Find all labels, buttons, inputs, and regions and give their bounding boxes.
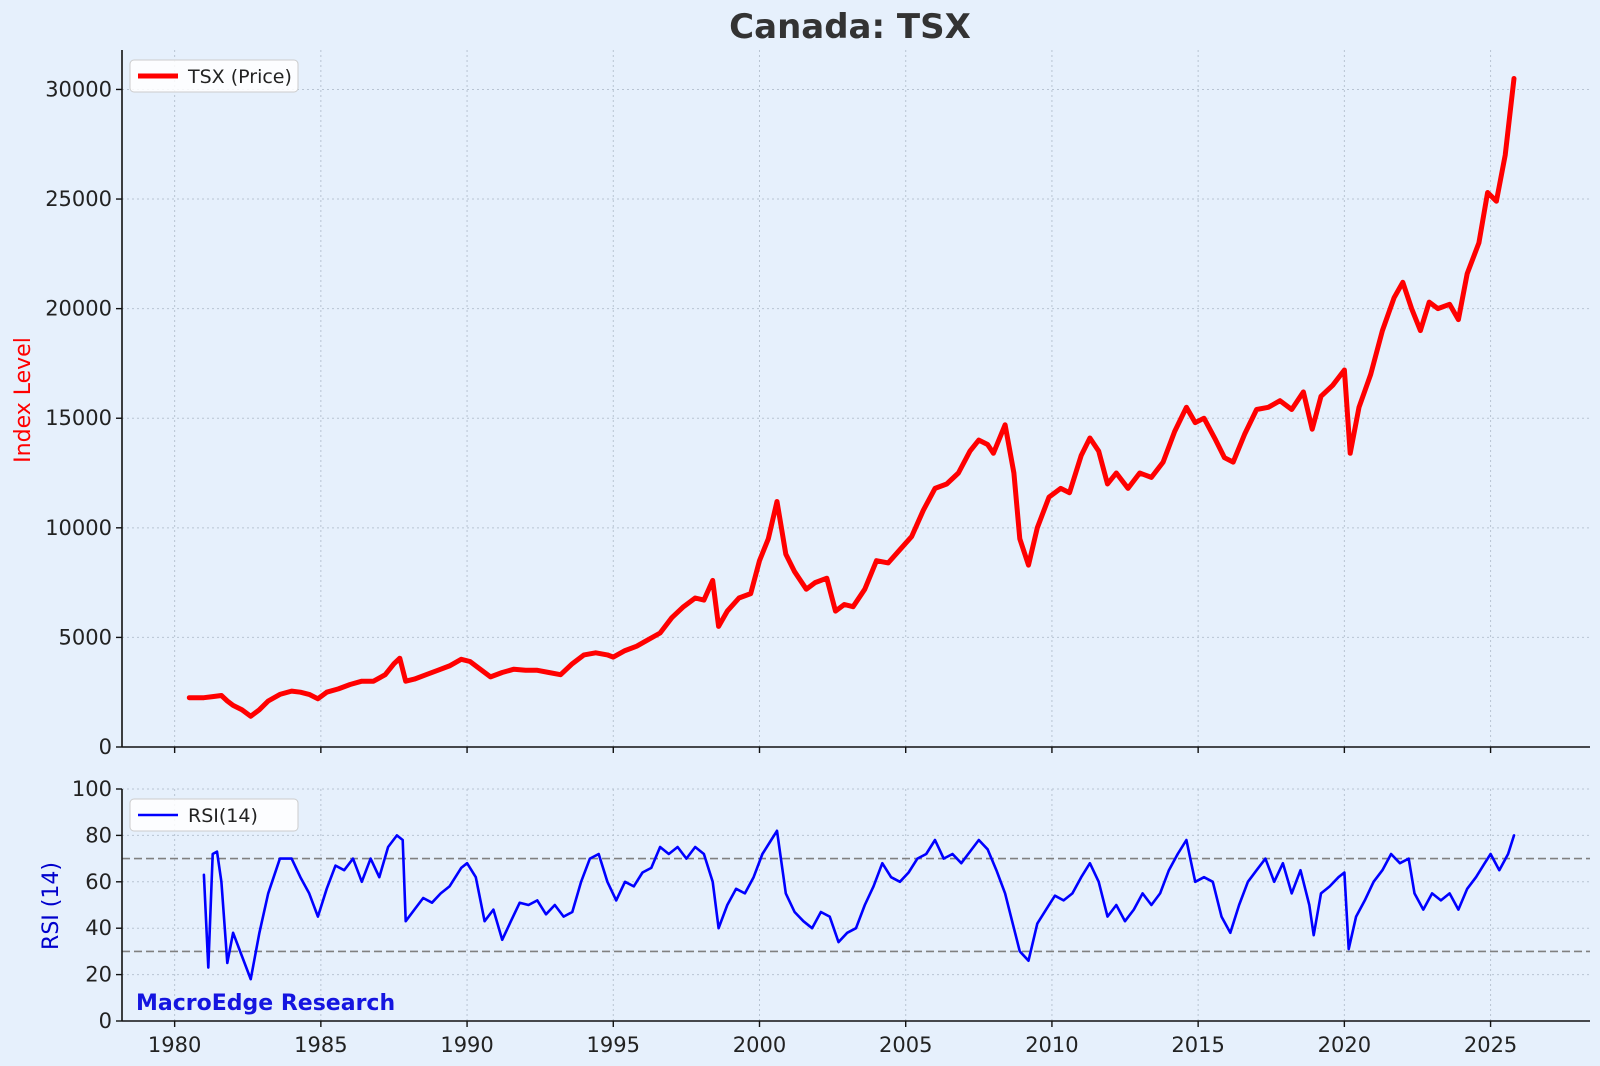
rsi-legend-label: RSI(14) bbox=[188, 805, 258, 827]
watermark-text: MacroEdge Research bbox=[136, 991, 395, 1016]
rsi-y-tick-label: 0 bbox=[99, 1009, 112, 1033]
rsi-y-axis-label: RSI (14) bbox=[39, 862, 64, 950]
rsi-y-tick-label: 100 bbox=[72, 777, 112, 801]
rsi-x-tick-label: 2010 bbox=[1025, 1033, 1078, 1057]
price-y-tick-label: 20000 bbox=[45, 297, 112, 321]
rsi-y-tick-label: 80 bbox=[85, 823, 112, 847]
rsi-x-tick-label: 2005 bbox=[879, 1033, 932, 1057]
rsi-x-tick-label: 2000 bbox=[733, 1033, 786, 1057]
price-panel: 0 5000 10000 15000 20000 25000 30000 TSX (Price… bbox=[45, 50, 1590, 759]
rsi-panel: 0 20 40 60 80 100 1980 1985 1990 1995 2000 2005 2010… bbox=[72, 777, 1590, 1057]
price-y-tick-label: 0 bbox=[99, 735, 112, 759]
price-y-tick-label: 15000 bbox=[45, 406, 112, 430]
price-y-tick-label: 10000 bbox=[45, 516, 112, 540]
rsi-series-line bbox=[202, 829, 1516, 981]
rsi-x-tick-label: 1995 bbox=[587, 1033, 640, 1057]
price-y-axis-label: Index Level bbox=[11, 337, 36, 463]
price-y-tick-label: 5000 bbox=[59, 625, 112, 649]
rsi-y-tick-label: 20 bbox=[85, 963, 112, 987]
rsi-y-tick-label: 40 bbox=[85, 916, 112, 940]
chart-title: Canada: TSX bbox=[729, 7, 971, 47]
rsi-x-tick-label: 1990 bbox=[440, 1033, 493, 1057]
price-y-tick-label: 30000 bbox=[45, 77, 112, 101]
price-series-line bbox=[186, 76, 1517, 719]
rsi-y-tick-label: 60 bbox=[85, 870, 112, 894]
price-legend-box bbox=[129, 59, 299, 93]
price-legend-label: TSX (Price) bbox=[187, 66, 292, 88]
price-y-tick-label: 25000 bbox=[45, 187, 112, 211]
rsi-legend-box bbox=[129, 798, 299, 832]
rsi-legend: RSI(14) bbox=[129, 798, 299, 832]
rsi-x-tick-label: 1980 bbox=[148, 1033, 201, 1057]
rsi-x-tick-label: 2015 bbox=[1171, 1033, 1224, 1057]
rsi-x-tick-label: 2020 bbox=[1318, 1033, 1371, 1057]
rsi-x-tick-label: 2025 bbox=[1464, 1033, 1517, 1057]
rsi-x-tick-label: 1985 bbox=[294, 1033, 347, 1057]
price-legend: TSX (Price) bbox=[129, 59, 299, 93]
